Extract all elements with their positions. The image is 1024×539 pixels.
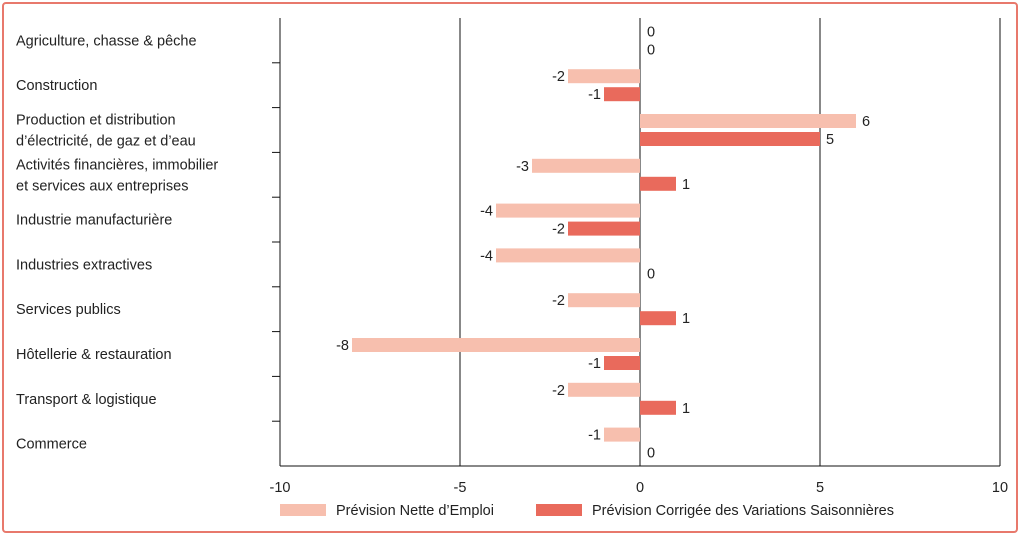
category-label: et services aux entreprises	[16, 178, 188, 194]
category-label: Industrie manufacturière	[16, 213, 172, 229]
category-label: Agriculture, chasse & pêche	[16, 33, 197, 49]
legend-swatch-2	[536, 504, 582, 516]
bar-series1-cat7	[568, 293, 640, 308]
value-label: 1	[682, 311, 690, 327]
value-label: 0	[647, 266, 655, 282]
value-label: -3	[516, 159, 529, 175]
legend-label-2: Prévision Corrigée des Variations Saison…	[592, 503, 894, 519]
bar-series2-cat9	[640, 400, 676, 415]
value-label: -2	[552, 293, 565, 309]
value-label: 1	[682, 177, 690, 193]
value-label: 5	[826, 132, 834, 148]
value-label: 1	[682, 401, 690, 417]
category-label: Industries extractives	[16, 257, 152, 273]
bar-series2-cat2	[604, 87, 640, 102]
legend-swatch-1	[280, 504, 326, 516]
axis-layer: -10 -5 0 5 10	[270, 18, 1008, 496]
value-label: 0	[647, 446, 655, 462]
x-tick-label: 5	[816, 480, 824, 496]
value-label: -4	[480, 248, 493, 264]
bar-series1-cat8	[352, 338, 640, 352]
value-label: -1	[588, 87, 601, 103]
category-label: Commerce	[16, 437, 87, 453]
x-tick-label: 10	[992, 480, 1008, 496]
value-label: 0	[647, 24, 655, 40]
grid-layer	[279, 18, 1001, 466]
value-label: -2	[552, 383, 565, 399]
x-tick-label: -5	[454, 480, 467, 496]
x-tick-label: -10	[270, 480, 291, 496]
value-label: -2	[552, 69, 565, 85]
bar-series1-cat6	[496, 248, 640, 263]
bar-series1-cat4	[532, 158, 640, 173]
chart-frame	[2, 2, 1018, 533]
bar-series1-cat2	[568, 69, 640, 84]
bar-series1-cat10	[604, 427, 640, 442]
bar-series2-cat7	[640, 311, 676, 326]
bar-series1-cat5	[496, 203, 640, 218]
category-label: Transport & logistique	[16, 392, 157, 408]
bar-series2-cat3	[640, 132, 820, 146]
bars-layer	[352, 69, 856, 442]
bar-series2-cat5	[568, 221, 640, 236]
category-label: Construction	[16, 78, 97, 94]
value-label: 6	[862, 114, 870, 130]
bar-series1-cat3	[640, 114, 856, 128]
labels-layer: Agriculture, chasse & pêche 0 0 Constructio…	[16, 24, 870, 461]
legend-label-1: Prévision Nette d’Emploi	[336, 503, 494, 519]
legend: Prévision Nette d’Emploi Prévision Corrig…	[280, 503, 894, 519]
category-label: Hôtellerie & restauration	[16, 347, 172, 363]
value-label: -4	[480, 204, 493, 220]
category-label: Production et distribution	[16, 113, 176, 129]
x-tick-label: 0	[636, 480, 644, 496]
bar-series1-cat9	[568, 382, 640, 397]
category-label: Activités financières, immobilier	[16, 157, 218, 173]
value-label: -8	[336, 338, 349, 354]
bar-series2-cat8	[604, 356, 640, 370]
bar-series2-cat4	[640, 176, 676, 191]
category-label: d’électricité, de gaz et d’eau	[16, 134, 196, 150]
value-label: 0	[647, 42, 655, 58]
category-label: Services publics	[16, 302, 121, 318]
value-label: -2	[552, 222, 565, 238]
value-label: -1	[588, 428, 601, 444]
value-label: -1	[588, 356, 601, 372]
